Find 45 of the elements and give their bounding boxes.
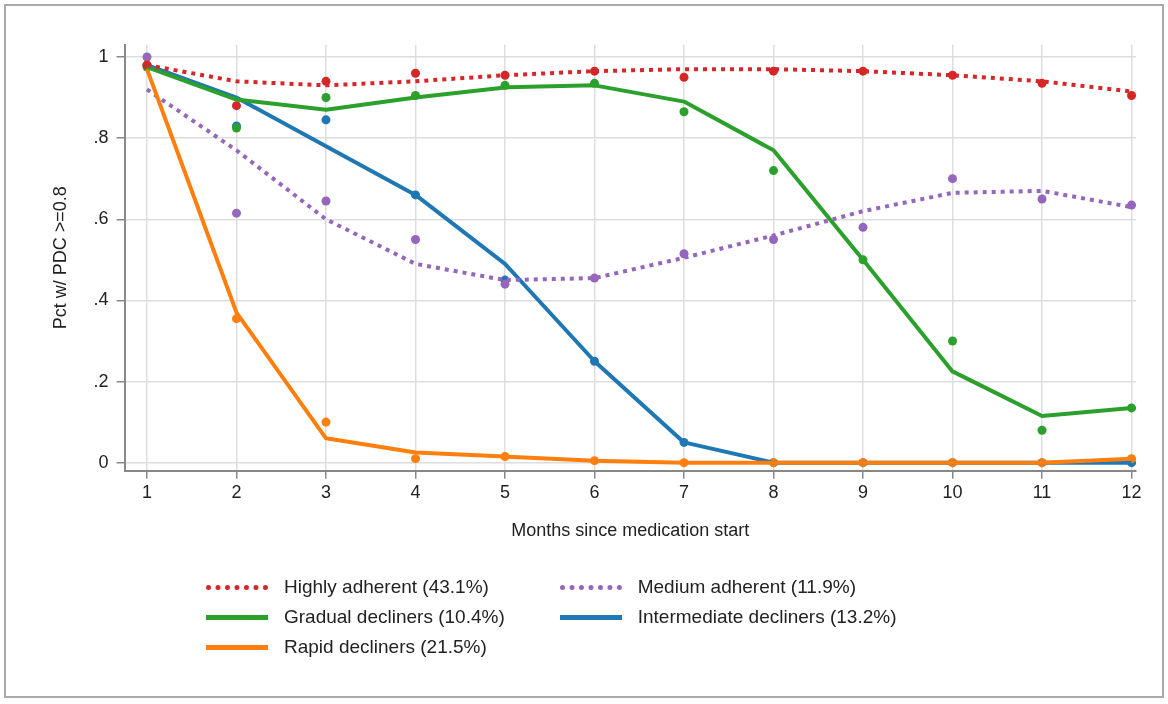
y-axis-title: Pct w/ PDC >=0.8 xyxy=(49,186,70,330)
y-tick-label: 1 xyxy=(98,45,109,66)
point xyxy=(500,279,510,289)
y-tick-label: .8 xyxy=(93,127,109,148)
legend-label: Medium adherent (11.9%) xyxy=(637,576,856,598)
x-tick-label: 3 xyxy=(320,481,331,502)
point xyxy=(948,174,958,184)
legend-label: Rapid decliners (21.5%) xyxy=(284,636,487,658)
point xyxy=(321,417,331,427)
point xyxy=(321,196,331,206)
point xyxy=(858,222,868,232)
point xyxy=(411,454,420,464)
x-tick-label: 11 xyxy=(1032,481,1052,502)
point xyxy=(411,68,420,78)
point xyxy=(231,208,241,218)
y-tick-label: .6 xyxy=(93,208,109,229)
x-axis-title: Months since medication start xyxy=(511,520,750,541)
point xyxy=(1037,425,1047,435)
point xyxy=(321,93,331,103)
point xyxy=(769,166,779,176)
legend-label: Intermediate decliners (13.2%) xyxy=(637,606,897,628)
y-tick-label: .2 xyxy=(93,370,109,391)
y-tick-label: 0 xyxy=(98,451,109,472)
x-tick-label: 12 xyxy=(1121,481,1142,502)
legend-label: Gradual decliners (10.4%) xyxy=(284,606,505,628)
point xyxy=(142,52,152,62)
point xyxy=(321,115,331,125)
x-tick-label: 6 xyxy=(589,481,600,502)
legend-label: Highly adherent (43.1%) xyxy=(284,576,489,598)
x-tick-label: 5 xyxy=(499,481,511,502)
point xyxy=(679,107,689,117)
x-tick-label: 2 xyxy=(231,481,242,502)
x-tick-label: 7 xyxy=(679,481,690,502)
x-tick-label: 4 xyxy=(410,481,421,502)
point xyxy=(679,72,689,82)
y-tick-label: .4 xyxy=(93,289,109,310)
point xyxy=(1127,91,1136,101)
x-tick-label: 1 xyxy=(141,481,152,502)
x-tick-label: 9 xyxy=(858,481,869,502)
x-tick-label: 10 xyxy=(942,481,963,502)
point xyxy=(1037,194,1047,204)
point xyxy=(411,235,420,245)
point xyxy=(231,101,241,111)
x-tick-label: 8 xyxy=(768,481,779,502)
point xyxy=(948,336,958,346)
